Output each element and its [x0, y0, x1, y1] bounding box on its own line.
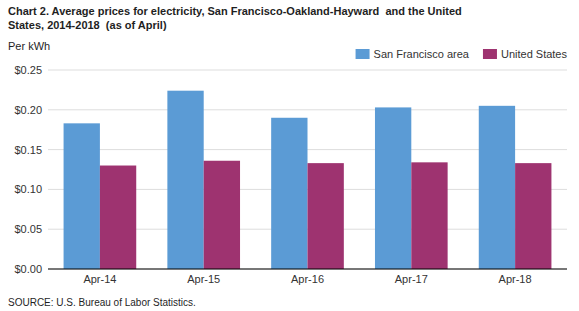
tick-label: Apr-17 [395, 273, 428, 285]
x-tick: Apr-17 [395, 269, 428, 285]
x-tick: Apr-18 [499, 269, 532, 285]
bar-series [100, 161, 552, 269]
legend-item: San Francisco area [356, 48, 470, 60]
tick-label: Apr-18 [499, 273, 532, 285]
tick-label: $0.25 [14, 64, 42, 76]
legend-swatch [483, 49, 497, 59]
axis-domain [48, 269, 567, 270]
tick-label: Apr-15 [187, 273, 220, 285]
x-axis: Apr-14 Apr-15 Apr-16 Apr-17 Apr-18 [48, 269, 567, 285]
y-tick: $0.15 [14, 144, 48, 156]
bar [308, 163, 344, 269]
legend-swatch [356, 49, 370, 59]
chart: Chart 2. Average prices for electricity,… [0, 0, 579, 311]
bar [204, 161, 240, 269]
annotation: SOURCE: U.S. Bureau of Labor Statistics. [8, 297, 196, 308]
bar [479, 106, 515, 269]
tick-label: $0.10 [14, 183, 42, 195]
bar-series [64, 91, 516, 269]
tick-label: $0.20 [14, 104, 42, 116]
tick-label: Apr-16 [291, 273, 324, 285]
bar [375, 107, 411, 269]
legend-label: San Francisco area [374, 48, 470, 60]
tick-label: Apr-14 [83, 273, 116, 285]
x-tick: Apr-15 [187, 269, 220, 285]
y-tick: $0.10 [14, 183, 48, 195]
y-axis-label: Per kWh [8, 40, 50, 52]
y-tick: $0.20 [14, 104, 48, 116]
grid-line [48, 70, 567, 71]
bar [411, 162, 447, 269]
bar [64, 123, 100, 269]
y-tick: $0.05 [14, 223, 48, 235]
tick-label: $0.00 [14, 263, 42, 275]
bar [167, 91, 203, 269]
y-axis: $0.00 $0.05 $0.10 $0.15 $0.20 $0.25 [14, 64, 48, 275]
grid [48, 70, 567, 269]
title: Chart 2. Average prices for electricity,… [8, 5, 462, 17]
x-tick: Apr-14 [83, 269, 116, 285]
legend-item: United States [483, 48, 568, 60]
y-tick: $0.00 [14, 263, 48, 275]
tick-label: $0.05 [14, 223, 42, 235]
bar [100, 166, 136, 269]
bar [515, 163, 551, 269]
legend: San Francisco area United States [356, 48, 568, 60]
y-tick: $0.25 [14, 64, 48, 76]
bar [271, 118, 307, 269]
x-tick: Apr-16 [291, 269, 324, 285]
axis-domain [48, 71, 49, 270]
legend-label: United States [501, 48, 568, 60]
grid-line [48, 269, 567, 270]
title: States, 2014-2018 (as of April) [8, 19, 167, 31]
bars [64, 91, 552, 269]
tick-label: $0.15 [14, 144, 42, 156]
